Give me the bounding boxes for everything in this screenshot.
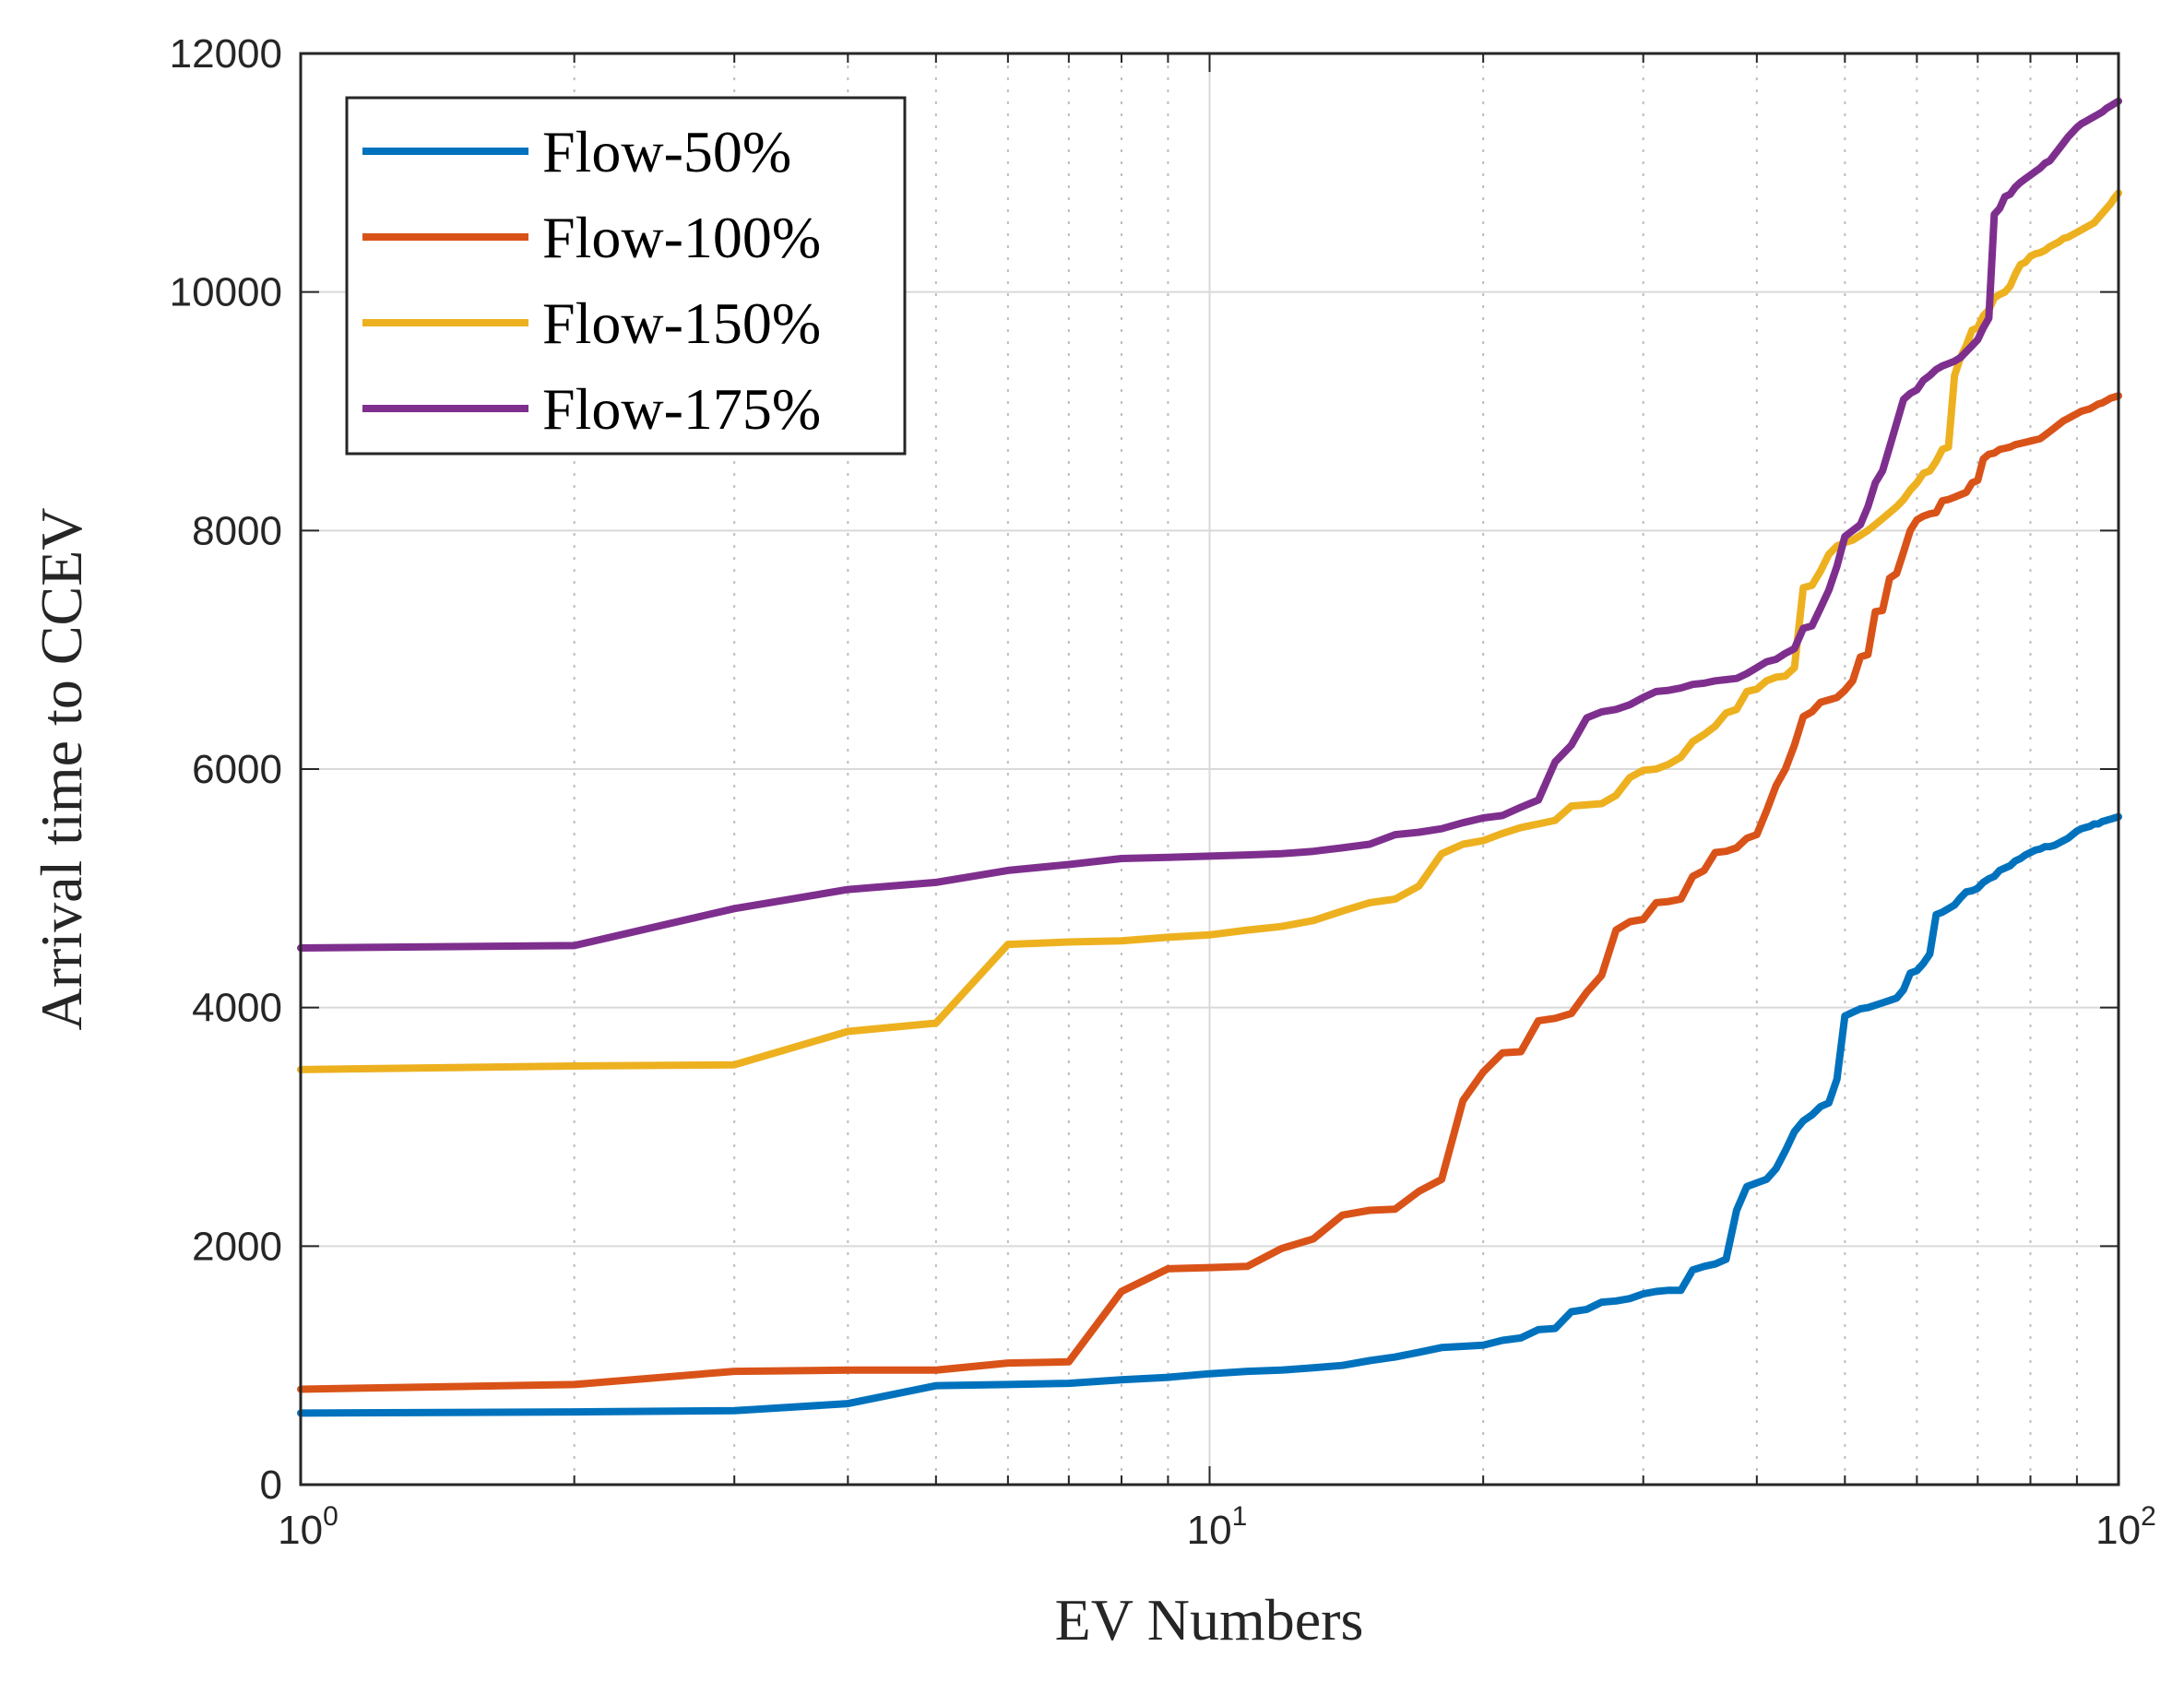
y-tick-label: 6000	[192, 747, 282, 792]
legend-label-3: Flow-150%	[542, 290, 821, 356]
x-axis-title: EV Numbers	[1055, 1587, 1364, 1652]
series-line-2	[297, 392, 2122, 1393]
x-tick-label: 100	[278, 1501, 338, 1553]
y-axis-title: Arrival time to CCEV	[29, 507, 94, 1030]
y-tick-label: 8000	[192, 508, 282, 553]
x-tick-label: 101	[1187, 1501, 1248, 1553]
axis-ticks	[300, 53, 2119, 1486]
y-tick-labels: 0 2000 4000 6000 8000 10000 12000	[170, 31, 282, 1508]
y-tick-label: 10000	[170, 270, 282, 315]
y-tick-label: 12000	[170, 31, 282, 77]
y-tick-label: 2000	[192, 1224, 282, 1269]
legend-box	[345, 96, 907, 456]
legend-label-2: Flow-100%	[542, 205, 821, 270]
x-tick-labels: 100 101 102	[278, 1501, 2156, 1553]
series-line-1	[297, 812, 2122, 1417]
legend: Flow-50% Flow-100% Flow-150% Flow-175%	[345, 96, 907, 456]
legend-label-4: Flow-175%	[542, 376, 821, 442]
series-line-4	[297, 97, 2122, 952]
series-lines	[297, 97, 2122, 1417]
y-tick-label: 0	[260, 1463, 282, 1508]
legend-entries: Flow-50% Flow-100% Flow-150% Flow-175%	[362, 119, 821, 442]
y-tick-label: 4000	[192, 986, 282, 1031]
x-tick-label: 102	[2095, 1501, 2156, 1553]
series-line-3	[297, 189, 2122, 1073]
legend-label-1: Flow-50%	[542, 119, 791, 184]
